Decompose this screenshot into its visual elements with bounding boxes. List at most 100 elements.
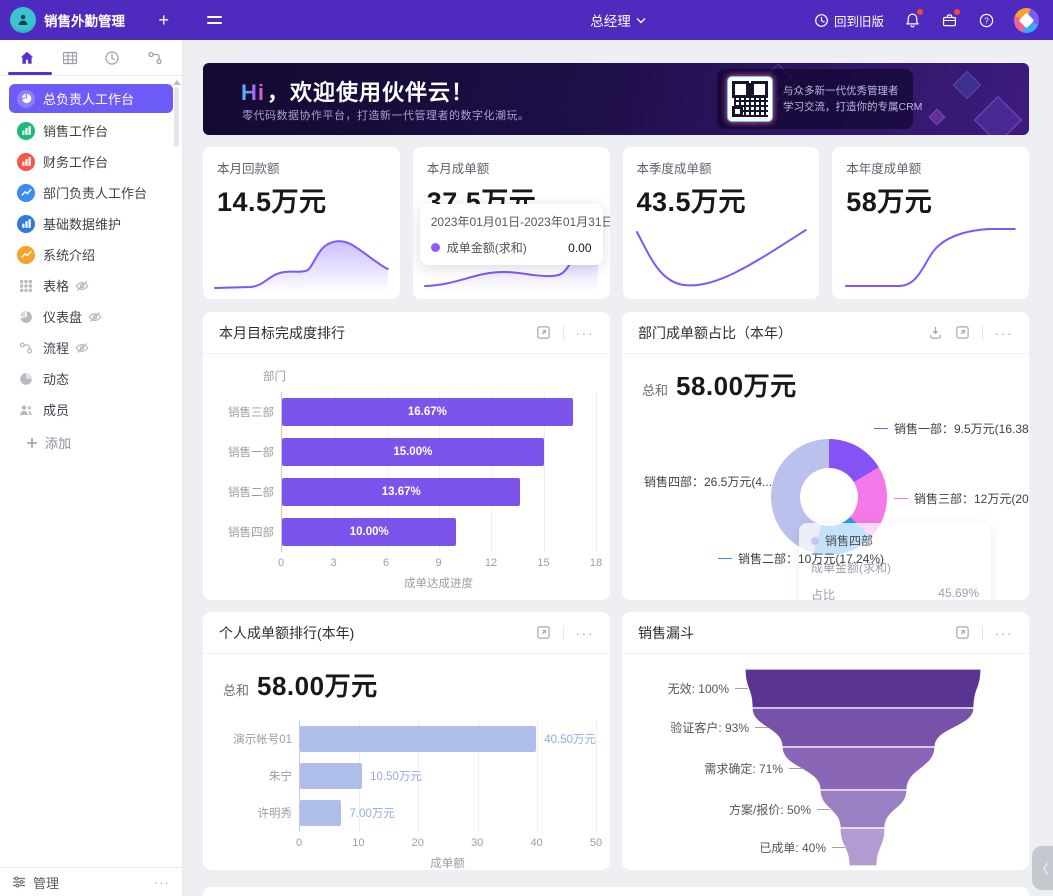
sidebar-scrollbar[interactable] <box>172 78 181 198</box>
sidebar-item-流程[interactable]: 流程 <box>9 334 173 361</box>
menu-toggle-icon[interactable] <box>207 15 222 25</box>
stat-value: 14.5万元 <box>217 187 327 217</box>
funnel-label-text: 需求确定: 71% <box>704 762 783 776</box>
expand-icon[interactable] <box>955 625 970 640</box>
stat-card-本年度成单额[interactable]: 本年度成单额 58万元 <box>832 147 1029 299</box>
stat-card-本月回款额[interactable]: 本月回款额 14.5万元 <box>203 147 400 299</box>
sidebar-item-仪表盘[interactable]: 仪表盘 <box>9 303 173 330</box>
sidebar-item-部门负责人工作台[interactable]: 部门负责人工作台 <box>9 179 173 206</box>
bar-销售二部[interactable]: 13.67% <box>282 478 521 506</box>
sidebar-item-表格[interactable]: 表格 <box>9 272 173 299</box>
bar-row: 朱宁 10.50万元 <box>269 757 596 794</box>
card-personal-ranking: 个人成单额排行(本年) ··· 总和 58.00万元 演示帐号01 40.50万元… <box>203 612 610 870</box>
sidebar-item-销售工作台[interactable]: 销售工作台 <box>9 117 173 144</box>
help-button[interactable]: ? <box>977 11 995 29</box>
sidebar: 总负责人工作台 销售工作台财务工作台部门负责人工作台 基础数据维护系统介绍表格仪表盘… <box>0 40 183 896</box>
notifications-button[interactable] <box>903 9 923 29</box>
tooltip-date-range: 2023年01月01日-2023年01月31日 <box>430 215 610 229</box>
collapse-panel-handle[interactable]: 〈 <box>1032 846 1053 890</box>
banner-subtitle: 零代码数据协作平台，打造新一代管理者的数字化潮玩。 <box>242 110 530 122</box>
more-icon[interactable]: ··· <box>575 624 594 641</box>
bar-value-label: 16.67% <box>407 406 447 418</box>
sidebar-add-button[interactable]: 添加 <box>9 427 173 458</box>
bar-演示帐号01[interactable] <box>300 725 537 752</box>
sparkline-chart <box>842 216 1019 294</box>
stat-card-本季度成单额[interactable]: 本季度成单额 43.5万元 <box>622 147 820 299</box>
back-to-old-version-button[interactable]: 回到旧版 <box>814 11 884 30</box>
tooltip-value: 0.00 <box>568 240 592 255</box>
bar-row: 演示帐号01 40.50万元 <box>233 720 596 757</box>
x-tick-label: 20 <box>411 837 424 849</box>
sidebar-item-财务工作台[interactable]: 财务工作台 <box>9 148 173 175</box>
manage-more-button[interactable]: ··· <box>154 874 170 890</box>
stat-value: 43.5万元 <box>636 187 747 217</box>
bar-朱宁[interactable] <box>300 762 363 789</box>
x-tick-label: 40 <box>530 837 543 849</box>
sidebar-item-动态[interactable]: 动态 <box>9 365 173 392</box>
stat-value: 58万元 <box>846 187 933 217</box>
funnel-stage-3[interactable] <box>781 746 936 791</box>
sidebar-item-label: 部门负责人工作台 <box>43 186 148 201</box>
gridline <box>477 720 479 832</box>
donut-total: 总和 58.00万元 <box>642 371 797 401</box>
tab-home[interactable] <box>6 40 49 75</box>
back-to-old-label: 回到旧版 <box>833 14 884 29</box>
user-avatar[interactable] <box>1014 7 1039 33</box>
funnel-stage-5[interactable] <box>839 827 886 867</box>
bar-value-label: 10.00% <box>349 526 389 538</box>
tab-tables[interactable] <box>49 40 92 75</box>
sidebar-item-成员[interactable]: 成员 <box>9 396 173 423</box>
cube-decoration <box>928 108 946 126</box>
funnel-label-text: 已成单: 40% <box>759 841 826 855</box>
x-tick-label: 12 <box>484 557 498 569</box>
tab-history[interactable] <box>91 40 134 75</box>
sparkline-chart <box>213 216 390 294</box>
sidebar-item-label: 基础数据维护 <box>43 217 122 232</box>
qr-panel: 与众多新一代优秀管理者 学习交流，打造你的专属CRM <box>717 69 922 129</box>
bar-销售四部[interactable]: 10.00% <box>282 518 457 546</box>
sidebar-item-总负责人工作台[interactable]: 总负责人工作台 <box>9 84 173 113</box>
card-title: 本月目标完成度排行 <box>219 324 345 341</box>
notification-badge <box>917 9 923 15</box>
role-selector-wrap: 总经理 <box>183 0 1053 40</box>
x-tick-label: 9 <box>435 557 442 569</box>
funnel-stage-2[interactable] <box>751 707 975 748</box>
expand-icon[interactable] <box>955 325 970 340</box>
expand-icon[interactable] <box>536 325 551 340</box>
plus-icon <box>27 437 37 448</box>
manage-row[interactable]: 管理 ··· <box>0 867 182 896</box>
x-tick-label: 50 <box>589 837 603 849</box>
tooltip-series-label: 成单金额(求和) <box>446 241 527 255</box>
funnel-stage-4[interactable] <box>819 789 908 829</box>
funnel-stage-1[interactable] <box>744 668 982 709</box>
role-selector[interactable]: 总经理 <box>590 10 646 30</box>
tab-flows[interactable] <box>134 40 177 75</box>
next-card-edge <box>203 887 1029 896</box>
app-logo[interactable] <box>10 7 36 33</box>
bar-销售三部[interactable]: 16.67% <box>282 398 573 426</box>
bar-许明秀[interactable] <box>300 800 342 827</box>
workspace-button[interactable] <box>940 9 960 29</box>
stat-card-本月成单额[interactable]: 本月成单额 37.5万元 2023年01月01日-2023年01月31日 成单金额(求… <box>412 147 610 299</box>
chevron-down-icon <box>636 17 646 23</box>
leader-line <box>755 727 768 728</box>
x-tick-label: 0 <box>277 557 285 569</box>
sidebar-item-系统介绍[interactable]: 系统介绍 <box>9 241 173 268</box>
funnel-label-4: 方案/报价: 50% <box>622 801 830 818</box>
tooltip-series-dot <box>811 536 819 545</box>
sidebar-item-label: 流程 <box>43 341 70 356</box>
pie-label-销售二部: 销售二部：10万元(17.24%) <box>718 550 884 567</box>
more-icon[interactable]: ··· <box>994 324 1013 341</box>
bar-销售一部[interactable]: 15.00% <box>282 438 544 466</box>
history-icon <box>815 13 828 27</box>
topbar-actions: 回到旧版 ? <box>814 7 1053 33</box>
expand-icon[interactable] <box>536 625 551 640</box>
add-app-button[interactable]: + <box>158 10 169 30</box>
more-icon[interactable]: ··· <box>575 324 594 341</box>
more-icon[interactable]: ··· <box>994 624 1013 641</box>
sidebar-item-基础数据维护[interactable]: 基础数据维护 <box>9 210 173 237</box>
bar-chart-icon <box>17 121 35 140</box>
leader-line <box>817 809 830 810</box>
download-icon[interactable] <box>928 325 943 340</box>
funnel-chart[interactable] <box>622 654 1029 870</box>
